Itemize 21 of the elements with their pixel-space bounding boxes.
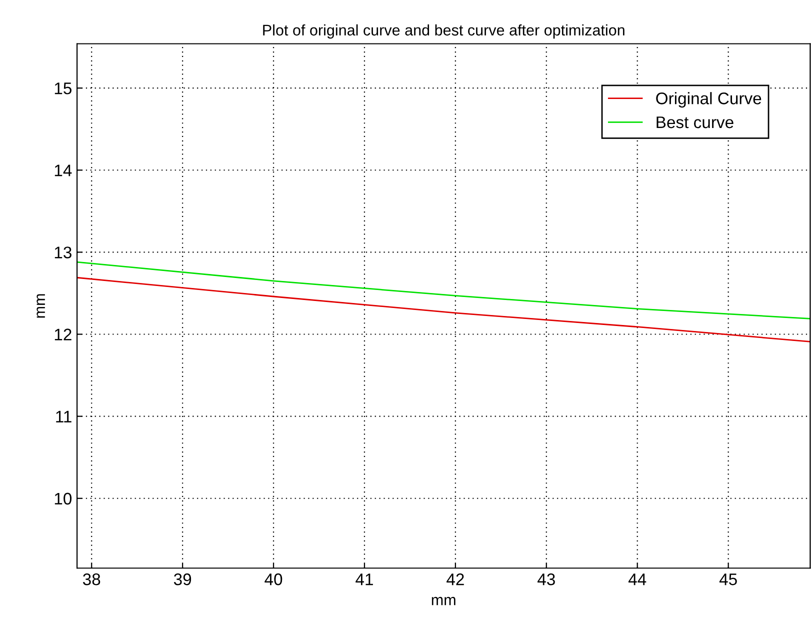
y-tick-label: 10 bbox=[54, 492, 72, 505]
line-series bbox=[77, 261, 810, 320]
y-tick-label: 12 bbox=[54, 328, 72, 340]
x-tick-label: 45 bbox=[719, 574, 737, 586]
x-axis-title: mm bbox=[432, 596, 456, 606]
y-axis-title: mm bbox=[36, 294, 45, 318]
y-tick-label: 13 bbox=[54, 246, 72, 258]
legend-label: Best curve bbox=[656, 116, 734, 128]
x-tick-label: 38 bbox=[82, 573, 100, 586]
y-tick-label: 14 bbox=[54, 164, 72, 176]
chart-title: Plot of original curve and best curve after optimization bbox=[263, 24, 624, 39]
line-series bbox=[77, 276, 810, 342]
x-tick-label: 41 bbox=[356, 574, 373, 586]
x-tick-label: 42 bbox=[446, 573, 464, 586]
x-tick-label: 44 bbox=[628, 574, 646, 586]
x-tick-label: 43 bbox=[538, 573, 555, 586]
y-tick-label: 15 bbox=[54, 82, 72, 94]
y-tick-label: 11 bbox=[56, 410, 72, 422]
legend-label: Original Curve bbox=[656, 92, 762, 108]
x-tick-label: 39 bbox=[174, 573, 192, 586]
x-tick-label: 40 bbox=[264, 573, 282, 586]
